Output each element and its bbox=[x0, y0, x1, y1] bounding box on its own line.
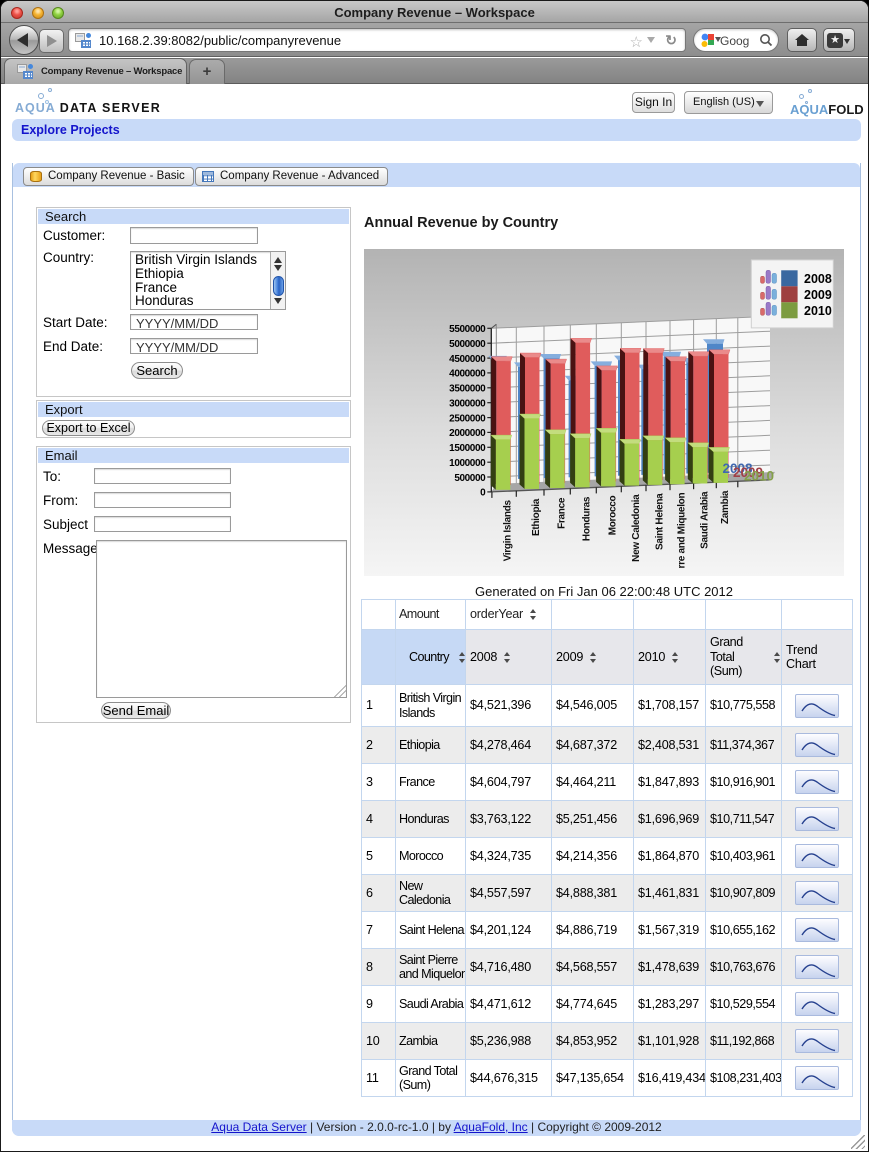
svg-text:3000000: 3000000 bbox=[449, 398, 486, 409]
svg-text:1500000: 1500000 bbox=[449, 443, 486, 454]
svg-text:France: France bbox=[556, 497, 567, 529]
svg-text:2009: 2009 bbox=[733, 465, 763, 480]
svg-text:2008: 2008 bbox=[804, 271, 832, 285]
svg-text:0: 0 bbox=[480, 487, 486, 498]
svg-text:Saudi Arabia: Saudi Arabia bbox=[699, 491, 710, 549]
svg-text:Virgin Islands: Virgin Islands bbox=[502, 499, 513, 561]
svg-text:Honduras: Honduras bbox=[581, 496, 592, 541]
svg-text:2010: 2010 bbox=[744, 468, 774, 483]
svg-text:2000000: 2000000 bbox=[449, 428, 486, 439]
svg-text:4000000: 4000000 bbox=[449, 368, 486, 379]
svg-text:Ethiopia: Ethiopia bbox=[531, 498, 542, 536]
svg-text:Saint Helena: Saint Helena bbox=[654, 493, 665, 550]
svg-text:5000000: 5000000 bbox=[449, 339, 486, 350]
svg-text:2010: 2010 bbox=[804, 303, 832, 317]
svg-text:4500000: 4500000 bbox=[449, 354, 486, 365]
svg-text:500000: 500000 bbox=[454, 472, 486, 483]
svg-text:rre and Miquelon: rre and Miquelon bbox=[676, 492, 687, 568]
svg-text:5500000: 5500000 bbox=[449, 324, 486, 335]
svg-text:Zambia: Zambia bbox=[720, 490, 731, 524]
svg-text:3500000: 3500000 bbox=[449, 383, 486, 394]
svg-text:2500000: 2500000 bbox=[449, 413, 486, 424]
svg-text:New Caledonia: New Caledonia bbox=[631, 494, 642, 562]
svg-text:1000000: 1000000 bbox=[449, 458, 486, 469]
svg-text:2008: 2008 bbox=[722, 461, 753, 476]
svg-text:Morocco: Morocco bbox=[607, 495, 618, 535]
svg-text:2009: 2009 bbox=[804, 287, 832, 301]
